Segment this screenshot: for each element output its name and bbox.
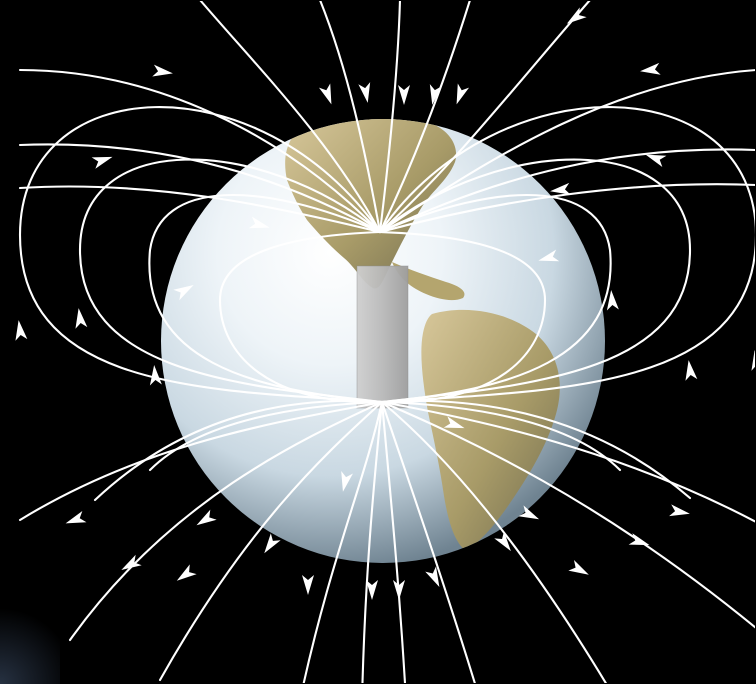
arrowhead-icon-6 [494, 531, 511, 552]
field-line-29 [18, 68, 382, 234]
field-line-32 [378, 183, 756, 234]
arrowhead-icon-15 [75, 308, 88, 329]
arrowhead-icon-36 [341, 470, 353, 492]
arrowhead-icon-22 [640, 62, 661, 75]
continents [285, 119, 560, 551]
field-line-25 [378, 0, 402, 234]
arrowhead-icon-21 [152, 64, 173, 77]
field-line-28 [378, 68, 756, 234]
field-line-31 [18, 143, 382, 234]
arrowhead-icon-18 [751, 350, 756, 371]
field-line-17 [78, 158, 384, 404]
field-line-16 [378, 194, 612, 404]
bar-magnet-icon [356, 265, 409, 409]
field-line-6 [380, 400, 608, 684]
field-line-30 [378, 148, 756, 234]
north-america-shape [285, 119, 457, 289]
arrowhead-icon-3 [393, 580, 405, 600]
arrowhead-icon-1 [302, 575, 314, 595]
corner-glow [0, 594, 60, 684]
arrowhead-icon-34 [518, 505, 540, 520]
arrowhead-icon-31 [248, 216, 270, 229]
arrowhead-icon-25 [398, 85, 410, 105]
arrowhead-icon-17 [15, 320, 28, 341]
arrowhead-icon-19 [91, 156, 113, 169]
arrowhead-icon-4 [425, 566, 440, 587]
field-line-3 [380, 400, 407, 684]
south-america-shape [421, 309, 560, 551]
field-line-4 [380, 400, 477, 684]
arrowhead-icon-24 [358, 82, 371, 103]
arrowhead-icon-23 [318, 83, 332, 105]
field-line-10 [380, 400, 756, 524]
arrowhead-icon-28 [566, 7, 587, 24]
field-line-15 [148, 194, 384, 404]
arrowhead-icon-8 [568, 560, 589, 575]
field-line-22 [378, 230, 547, 404]
field-line-9 [18, 400, 384, 522]
arrowhead-icon-26 [429, 84, 442, 105]
field-line-11 [148, 400, 384, 472]
arrowhead-icon-20 [645, 154, 667, 168]
field-line-12 [380, 400, 622, 472]
arrowhead-icon-12 [669, 504, 690, 517]
arrowhead-icon-11 [65, 510, 87, 524]
arrowhead-icon-9 [121, 554, 142, 570]
field-line-8 [380, 400, 756, 630]
arrowhead-icon-29 [550, 182, 571, 195]
field-line-5 [158, 400, 384, 682]
field-line-1 [302, 400, 384, 684]
arrowhead-icon-2 [366, 580, 378, 600]
arrowhead-icon-13 [149, 365, 162, 386]
arrowhead-icon-10 [628, 533, 650, 546]
field-line-23 [198, 0, 382, 234]
arrowhead-icon-30 [538, 249, 560, 262]
field-line-7 [68, 400, 384, 642]
arrowhead-icon-35 [196, 509, 217, 526]
field-line-24 [318, 0, 382, 234]
arrowhead-icon-7 [176, 564, 197, 581]
field-line-2 [361, 400, 384, 684]
field-line-26 [378, 0, 472, 234]
arrowhead-icon-33 [443, 416, 465, 429]
field-line-18 [378, 158, 692, 404]
arrowhead-icon-14 [606, 290, 619, 311]
arrowhead-icon-16 [685, 360, 698, 381]
arrowhead-icon-27 [456, 83, 470, 105]
arrowhead-icon-5 [264, 533, 281, 554]
field-line-21 [218, 230, 384, 404]
arrowhead-icon-32 [173, 285, 194, 301]
field-line-27 [378, 0, 592, 234]
central-america-shape [392, 262, 465, 301]
field-line-33 [18, 185, 382, 234]
field-line-19 [18, 106, 384, 404]
